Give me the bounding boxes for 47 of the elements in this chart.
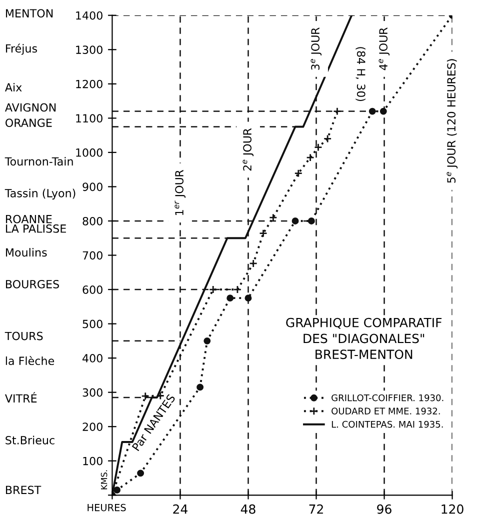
legend-label: OUDARD ET MME. 1932. (332, 408, 440, 414)
x-tick-label: 72 (309, 504, 323, 514)
x-tick-label: 96 (377, 504, 392, 514)
legend-label: L. COINTEPAS. MAI 1935. (332, 420, 443, 428)
y-tick-label: 600 (82, 285, 102, 294)
text: Tassin (Lyon) (4, 188, 76, 200)
y-tick-label: 300 (82, 388, 102, 397)
y-tick-label: 900 (82, 182, 102, 192)
y-tick-label: 1400 (76, 11, 102, 20)
y-tick-label: 100 (83, 456, 102, 466)
ref-line-label: 1$^{er}$ JOUR (174, 170, 186, 215)
text: la Flèche (6, 356, 54, 366)
text: ORANGE (6, 118, 52, 128)
x-tick-label: 120 (442, 504, 464, 514)
text: VITRÉ (4, 392, 37, 402)
y-tick-label: 700 (82, 251, 102, 260)
annotation: (84 H, 30) (356, 47, 366, 102)
text: GRAPHIQUE COMPARATIF DES "DIAGONALES" BREST-MENTON (286, 318, 442, 360)
y-tick-label: 500 (82, 320, 102, 328)
ref-line-label: 2$^{e}$ JOUR (242, 128, 254, 171)
text: Tournon-Tain (4, 157, 73, 166)
y-tick-label: 1000 (76, 148, 102, 157)
x-tick-label: 48 (240, 504, 256, 514)
text: AVIGNON (4, 103, 56, 112)
text: BOURGES (6, 280, 59, 288)
y-tick-label: 1100 (76, 114, 102, 123)
ref-line-label: 3$^{e}$ JOUR (310, 28, 322, 70)
x-axis-title: HEURES (88, 504, 126, 512)
text: TOURS (4, 332, 43, 340)
ref-line-label: 5$^{e}$ JOUR (120 HEURES) (446, 59, 458, 183)
y-tick-label: 1200 (76, 80, 102, 88)
text: MENTON (6, 9, 53, 18)
y-axis-title: KMS. (100, 470, 108, 490)
y-tick-label: 800 (82, 216, 102, 226)
text: St.Brieuc (6, 436, 54, 444)
text: Fréjus (6, 44, 38, 55)
text: LA PALISSE (6, 224, 66, 233)
y-tick-label: 1300 (76, 46, 102, 54)
text: BREST (6, 486, 42, 494)
text: Aix (4, 82, 22, 92)
text: Moulins (6, 248, 47, 257)
y-tick-label: 400 (82, 354, 102, 362)
y-tick-label: 200 (82, 422, 102, 431)
legend-label: GRILLOT-COIFFIER. 1930. (332, 394, 444, 402)
ref-line-label: 4$^{e}$ JOUR (378, 28, 390, 70)
x-tick-label: 24 (173, 504, 188, 514)
text: ROANNE (6, 214, 52, 224)
